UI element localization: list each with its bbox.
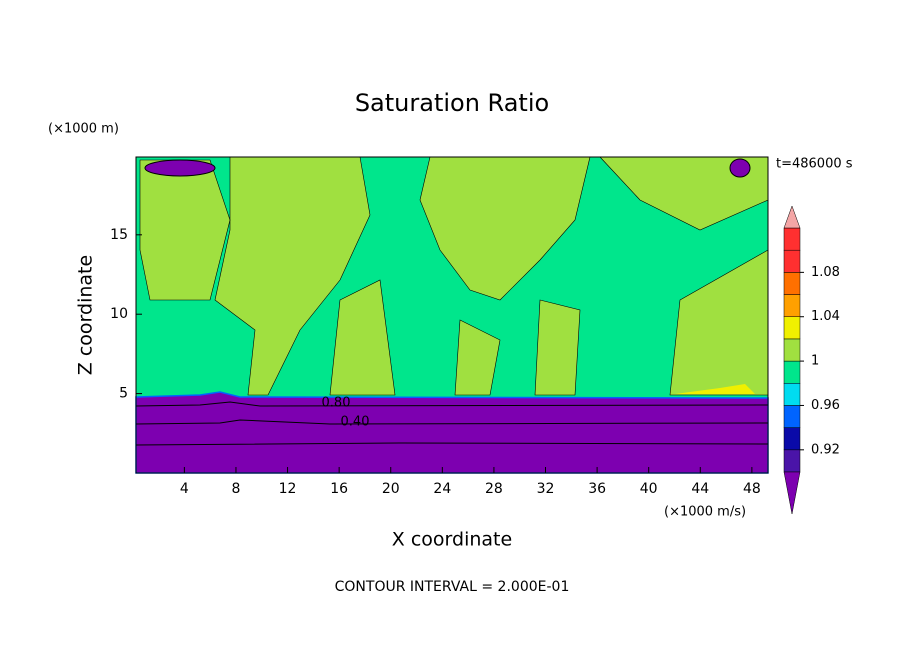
colorbar-box bbox=[783, 383, 801, 406]
chart-title: Saturation Ratio bbox=[355, 89, 549, 117]
x-tick-label: 32 bbox=[537, 481, 555, 497]
x-unit: (×1000 m/s) bbox=[664, 505, 746, 520]
colorbar-tick-label: 1.08 bbox=[811, 265, 840, 280]
colorbar-tick-label: 0.92 bbox=[811, 442, 840, 457]
colorbar-under bbox=[783, 471, 801, 515]
colorbar-box bbox=[783, 338, 801, 362]
colorbar-box bbox=[783, 227, 801, 251]
colorbar-box bbox=[783, 272, 801, 295]
colorbar-box bbox=[783, 249, 801, 273]
x-tick-label: 4 bbox=[180, 481, 189, 497]
colorbar-box bbox=[783, 294, 801, 317]
colorbar-tick-label: 1 bbox=[811, 354, 819, 369]
contour-label: 0.40 bbox=[341, 415, 370, 430]
colorbar-box bbox=[783, 316, 801, 340]
x-tick-label: 12 bbox=[279, 481, 297, 497]
x-axis-label: X coordinate bbox=[392, 529, 512, 551]
colorbar-box bbox=[783, 449, 801, 473]
x-tick-label: 44 bbox=[691, 481, 709, 497]
x-tick-label: 48 bbox=[743, 481, 761, 497]
colorbar-over bbox=[783, 205, 801, 229]
time-label: t=486000 s bbox=[776, 157, 853, 172]
y-tick-label: 5 bbox=[119, 386, 128, 402]
colorbar-tick-label: 1.04 bbox=[811, 309, 840, 324]
footer: CONTOUR INTERVAL = 2.000E-01 bbox=[335, 579, 570, 595]
y-tick-label: 10 bbox=[110, 306, 128, 322]
field bbox=[135, 156, 769, 474]
x-tick-label: 36 bbox=[588, 481, 606, 497]
colorbar-box bbox=[783, 405, 801, 428]
x-tick-label: 28 bbox=[485, 481, 503, 497]
y-axis-label: Z coordinate bbox=[75, 255, 97, 375]
x-tick-label: 24 bbox=[433, 481, 451, 497]
x-tick-label: 16 bbox=[330, 481, 348, 497]
colorbar-box bbox=[783, 427, 801, 451]
y-unit: (×1000 m) bbox=[48, 122, 119, 137]
x-tick-label: 8 bbox=[231, 481, 240, 497]
x-tick-label: 20 bbox=[382, 481, 400, 497]
y-tick-label: 15 bbox=[110, 227, 128, 243]
contour-label: 0.80 bbox=[322, 396, 351, 411]
colorbar-box bbox=[783, 360, 801, 384]
colorbar-tick-label: 0.96 bbox=[811, 398, 840, 413]
x-tick-label: 40 bbox=[640, 481, 658, 497]
